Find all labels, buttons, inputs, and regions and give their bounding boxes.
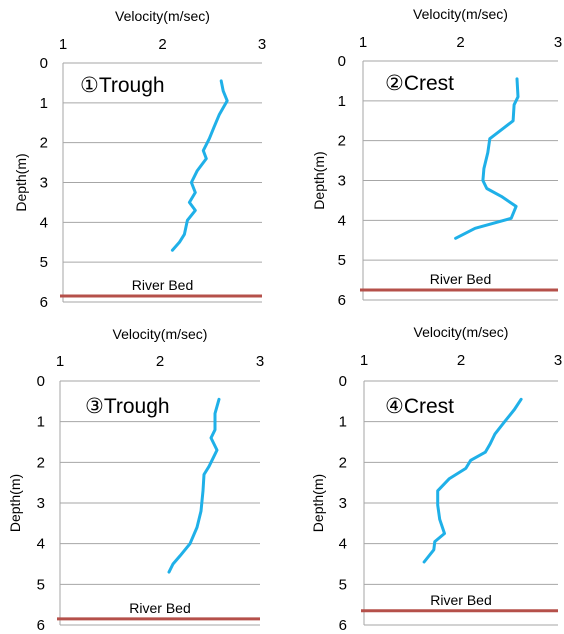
panel-2-velocity-profile-line xyxy=(454,77,520,240)
panel-2-river-bed-label: River Bed xyxy=(430,271,491,287)
panel-4-y-tick-label: 3 xyxy=(339,495,347,512)
panel-1-x-tick-label: 2 xyxy=(158,36,166,53)
panel-3-y-tick-label: 0 xyxy=(37,373,45,390)
panel-2-y-tick-label: 3 xyxy=(338,173,346,190)
panel-2-y-tick-label: 5 xyxy=(338,252,346,269)
panel-1-y-tick-label: 0 xyxy=(40,55,48,72)
panel-2-y-axis-title: Depth(m) xyxy=(311,151,327,209)
panel-3-panel-label: ③Trough xyxy=(85,395,170,418)
panel-4-y-tick-label: 2 xyxy=(339,454,347,471)
panel-3-y-tick-label: 1 xyxy=(37,414,45,431)
panel-1-y-tick-label: 2 xyxy=(40,135,48,152)
panel-1-x-tick-label: 3 xyxy=(258,36,266,53)
panel-4-x-tick-label: 3 xyxy=(554,352,562,369)
panel-1-river-bed-label: River Bed xyxy=(132,277,193,293)
panel-3-y-tick-label: 3 xyxy=(37,495,45,512)
panel-2-panel-label: ②Crest xyxy=(385,72,454,95)
panel-4-y-tick-label: 4 xyxy=(339,536,347,553)
panel-3-y-tick-label: 2 xyxy=(37,454,45,471)
panel-4-x-tick-label: 1 xyxy=(360,352,368,369)
panel-3-x-tick-label: 1 xyxy=(56,353,64,370)
panel-1-y-tick-label: 6 xyxy=(40,294,48,311)
panel-3-x-axis-title: Velocity(m/sec) xyxy=(113,326,208,342)
panel-2-y-tick-label: 6 xyxy=(338,292,346,309)
panel-1-x-axis-title: Velocity(m/sec) xyxy=(115,8,210,24)
panel-2-x-tick-label: 2 xyxy=(456,34,464,51)
panel-4-y-axis-title: Depth(m) xyxy=(310,474,326,532)
panel-1-y-axis-title: Depth(m) xyxy=(13,153,29,211)
panel-1-y-tick-label: 4 xyxy=(40,214,48,231)
panel-4-y-tick-label: 6 xyxy=(339,617,347,634)
panel-2-y-tick-label: 2 xyxy=(338,133,346,150)
panel-4-y-tick-label: 1 xyxy=(339,414,347,431)
panel-3-y-axis-title: Depth(m) xyxy=(7,474,23,532)
panel-3-river-bed-label: River Bed xyxy=(129,600,190,616)
panel-3-y-tick-label: 6 xyxy=(37,617,45,634)
panel-2-x-tick-label: 3 xyxy=(554,34,562,51)
panel-2-x-axis-title: Velocity(m/sec) xyxy=(413,6,508,22)
panel-4-panel-label: ④Crest xyxy=(385,395,454,418)
panel-1-panel-label: ①Trough xyxy=(80,74,165,97)
panel-1-y-tick-label: 3 xyxy=(40,175,48,192)
panel-3-y-tick-label: 4 xyxy=(37,536,45,553)
panel-4-y-tick-label: 0 xyxy=(339,373,347,390)
panel-1-velocity-profile-line xyxy=(170,79,229,252)
panel-4-velocity-profile-line xyxy=(422,397,523,564)
panel-1-x-tick-label: 1 xyxy=(59,36,67,53)
panel-3-y-tick-label: 5 xyxy=(37,576,45,593)
panel-1-y-tick-label: 5 xyxy=(40,254,48,271)
panel-2-y-tick-label: 1 xyxy=(338,93,346,110)
panel-2-y-tick-label: 0 xyxy=(338,53,346,70)
panel-3-x-tick-label: 3 xyxy=(256,353,264,370)
panel-2-x-tick-label: 1 xyxy=(359,34,367,51)
panel-4-y-tick-label: 5 xyxy=(339,576,347,593)
panel-3-velocity-profile-line xyxy=(167,397,221,574)
panel-2-y-tick-label: 4 xyxy=(338,212,346,229)
panel-1-y-tick-label: 1 xyxy=(40,95,48,112)
panel-3-x-tick-label: 2 xyxy=(156,353,164,370)
panel-4-x-axis-title: Velocity(m/sec) xyxy=(414,324,509,340)
panel-4-x-tick-label: 2 xyxy=(457,352,465,369)
panel-4-river-bed-label: River Bed xyxy=(430,592,491,608)
